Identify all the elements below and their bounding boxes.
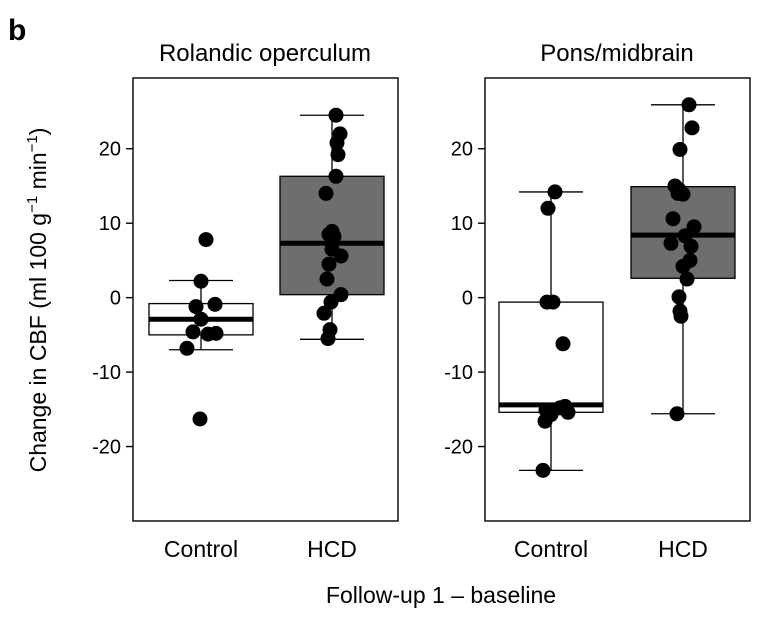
y-axis-label: Change in CBF (ml 100 g−1 min−1) [24,128,51,473]
y-axis-ticks: 20 10 0 -10 -20 [444,139,485,459]
y-tick-label: -10 [444,362,473,384]
data-point [326,229,342,245]
data-point [321,256,337,272]
y-axis-label-sup2: −1 [24,135,41,152]
data-point [683,238,699,254]
data-point [672,141,688,157]
panel-title: Rolandic operculum [159,40,371,67]
y-axis-label-middle: min [25,152,51,195]
data-point [318,185,334,201]
data-point [198,232,214,248]
y-axis-label-suffix: ) [25,128,51,136]
data-point [540,200,556,216]
y-axis-label-sup1: −1 [24,196,41,213]
data-point [200,326,216,342]
data-point [665,211,681,227]
data-point [671,289,687,305]
data-point [675,186,691,202]
y-tick-label: -20 [92,437,121,459]
data-point [193,273,209,289]
data-point [207,296,223,312]
data-point [319,271,335,287]
box-marks [498,97,736,478]
data-point [333,248,349,264]
data-point [320,331,336,347]
category-label-control: Control [514,536,588,562]
y-axis-label-prefix: Change in CBF (ml 100 g [25,213,51,473]
data-point [329,135,345,151]
box-marks [148,107,385,427]
y-tick-label: 0 [462,288,473,310]
y-tick-label: 20 [451,139,473,161]
data-point [547,184,563,200]
data-point [188,299,204,315]
category-label-control: Control [164,536,238,562]
data-point [669,406,685,422]
data-point [675,258,691,274]
panel-letter: b [8,14,26,47]
category-label-hcd: HCD [307,536,357,562]
data-point [681,97,697,113]
data-point [535,462,551,478]
y-tick-label: -20 [444,437,473,459]
data-point [330,147,346,163]
data-point [560,404,576,420]
panel-title: Pons/midbrain [540,40,693,67]
data-point [316,305,332,321]
data-point [679,271,695,287]
y-tick-label: -10 [92,362,121,384]
data-point [328,107,344,123]
data-point [555,336,571,352]
x-axis-label: Follow-up 1 – baseline [326,582,556,608]
category-label-hcd: HCD [658,536,708,562]
y-tick-label: 0 [110,288,121,310]
data-point [179,340,195,356]
data-point [673,308,689,324]
plot-frame [132,77,399,522]
data-point [185,324,201,340]
y-tick-label: 10 [99,213,121,235]
panel-rolandic-operculum: Rolandic operculum 20 10 0 -10 -20 Control H… [92,40,399,562]
y-tick-label: 10 [451,213,473,235]
data-point [684,120,700,136]
data-point [193,311,209,327]
data-point [537,413,553,429]
data-point [192,411,208,427]
panel-pons-midbrain: Pons/midbrain 20 10 0 -10 -20 Control HCD [444,40,751,562]
data-point [663,235,679,251]
box [498,301,604,413]
y-axis-ticks: 20 10 0 -10 -20 [92,139,133,459]
data-point [545,294,561,310]
data-point [328,168,344,184]
plot-frame [484,77,751,522]
y-tick-label: 20 [99,139,121,161]
data-point [323,294,339,310]
